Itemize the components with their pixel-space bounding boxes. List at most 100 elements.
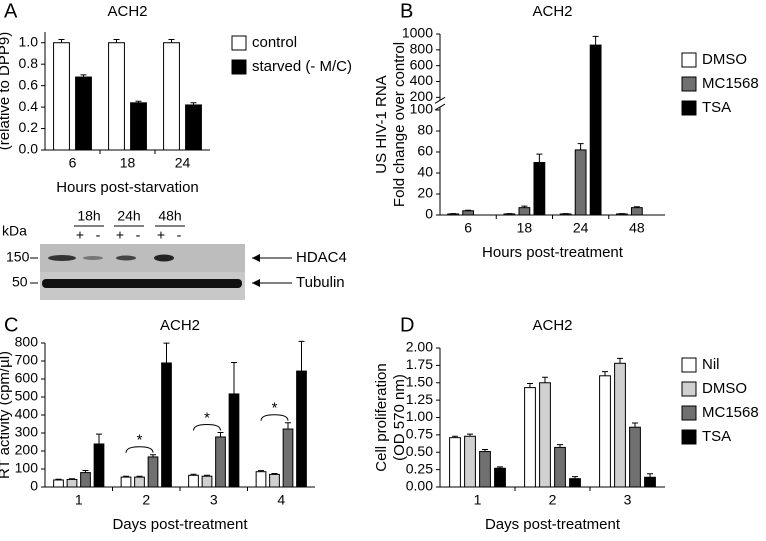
error-bar xyxy=(521,205,528,208)
band xyxy=(42,279,242,288)
legend-label: MC1568 xyxy=(702,404,759,421)
x-tick-label: 6 xyxy=(464,220,472,236)
bracket xyxy=(193,423,221,431)
bar xyxy=(130,102,147,151)
x-tick-label: 3 xyxy=(624,492,632,508)
y-tick-label: 2.00 xyxy=(406,339,433,355)
y-tick-label: 500 xyxy=(15,388,39,404)
legend-label: control xyxy=(252,34,297,51)
y-tick-label: 1.25 xyxy=(406,391,433,407)
bar xyxy=(494,467,506,488)
blot-sign: - xyxy=(136,227,141,243)
y-tick-label: 0.6 xyxy=(19,76,39,92)
y-tick-label: 800 xyxy=(15,334,39,350)
blot-sign: - xyxy=(96,227,101,243)
legend-swatch xyxy=(681,52,697,68)
error-bar xyxy=(163,342,170,363)
blot-sign: + xyxy=(76,227,84,243)
bar xyxy=(215,436,226,488)
legend-swatch xyxy=(681,100,697,116)
panel-letter: B xyxy=(400,0,413,22)
y-tick-label: 400 xyxy=(410,72,434,88)
error-bar xyxy=(231,361,237,394)
legend-swatch xyxy=(681,429,697,445)
bar xyxy=(524,387,536,488)
bar xyxy=(518,207,531,216)
bar xyxy=(120,476,132,488)
chart-title: ACH2 xyxy=(107,3,147,20)
x-tick-label: 2 xyxy=(142,492,150,508)
bar xyxy=(282,428,294,488)
annotation: * xyxy=(272,400,278,417)
y-axis-label: RT activity (cpm/µl) xyxy=(0,351,13,479)
bar xyxy=(228,393,240,488)
error-bar xyxy=(204,474,210,477)
error-bar xyxy=(572,476,578,479)
error-bar xyxy=(69,478,75,480)
y-tick-label: 200 xyxy=(410,88,434,104)
bar xyxy=(255,471,267,488)
y-tick-label: 0.75 xyxy=(406,426,433,442)
band-label: Tubulin xyxy=(296,274,345,291)
bar xyxy=(599,375,611,488)
bar xyxy=(533,162,546,216)
band-label: HDAC4 xyxy=(296,249,347,266)
error-bar xyxy=(217,431,224,437)
error-bar xyxy=(467,433,473,437)
error-bar xyxy=(557,444,563,448)
y-axis-label: Fold change over control xyxy=(391,42,408,207)
blot-sign: + xyxy=(116,227,124,243)
bar xyxy=(539,382,551,488)
bar xyxy=(629,426,641,488)
x-axis-label: Hours post-starvation xyxy=(56,179,199,196)
blot-marker: 150 xyxy=(6,249,30,265)
x-tick-label: 6 xyxy=(69,155,77,171)
bar xyxy=(296,370,307,488)
y-tick-label: 400 xyxy=(15,406,39,422)
bar xyxy=(53,479,64,488)
annotation: * xyxy=(204,409,210,426)
y-tick-label: 1000 xyxy=(402,25,433,41)
legend-swatch xyxy=(681,76,697,92)
blot-lane: 48h xyxy=(158,208,181,224)
x-tick-label: 1 xyxy=(75,492,83,508)
legend-label: starved (- M/C) xyxy=(252,58,352,75)
error-bar xyxy=(190,102,197,105)
y-tick-label: 200 xyxy=(15,442,39,458)
x-tick-label: 18 xyxy=(517,220,533,236)
error-bar xyxy=(190,473,197,476)
y-tick-label: 100 xyxy=(15,460,39,476)
bar xyxy=(479,451,491,488)
legend-label: Nil xyxy=(702,356,720,373)
bar xyxy=(449,437,461,488)
error-bar xyxy=(113,39,120,43)
y-tick-label: 100 xyxy=(410,101,434,117)
blot-lane: 24h xyxy=(117,208,140,224)
x-axis-label: Days post-treatment xyxy=(112,516,248,533)
blot-sign: + xyxy=(157,227,165,243)
error-bar xyxy=(123,475,129,478)
legend-label: DMSO xyxy=(702,51,747,68)
band xyxy=(83,256,103,260)
legend-swatch xyxy=(681,405,697,421)
error-bar xyxy=(285,422,291,430)
x-axis-label: Hours post-treatment xyxy=(482,244,624,261)
x-tick-label: 24 xyxy=(175,155,191,171)
y-tick-label: 700 xyxy=(15,352,39,368)
chart-title: ACH2 xyxy=(532,317,572,334)
bar xyxy=(589,44,602,216)
x-tick-label: 1 xyxy=(474,492,482,508)
blot-lane: 18h xyxy=(77,208,100,224)
bar xyxy=(269,473,280,488)
y-tick-label: 0.8 xyxy=(19,55,39,71)
error-bar xyxy=(527,382,533,388)
y-tick-label: 1.75 xyxy=(406,356,433,372)
y-tick-label: 1.00 xyxy=(406,408,433,424)
bar xyxy=(108,42,125,151)
chart-title: ACH2 xyxy=(160,317,200,334)
error-bar xyxy=(136,475,143,478)
error-bar xyxy=(592,35,599,46)
bar xyxy=(80,472,91,488)
y-tick-label: 60 xyxy=(417,143,433,159)
